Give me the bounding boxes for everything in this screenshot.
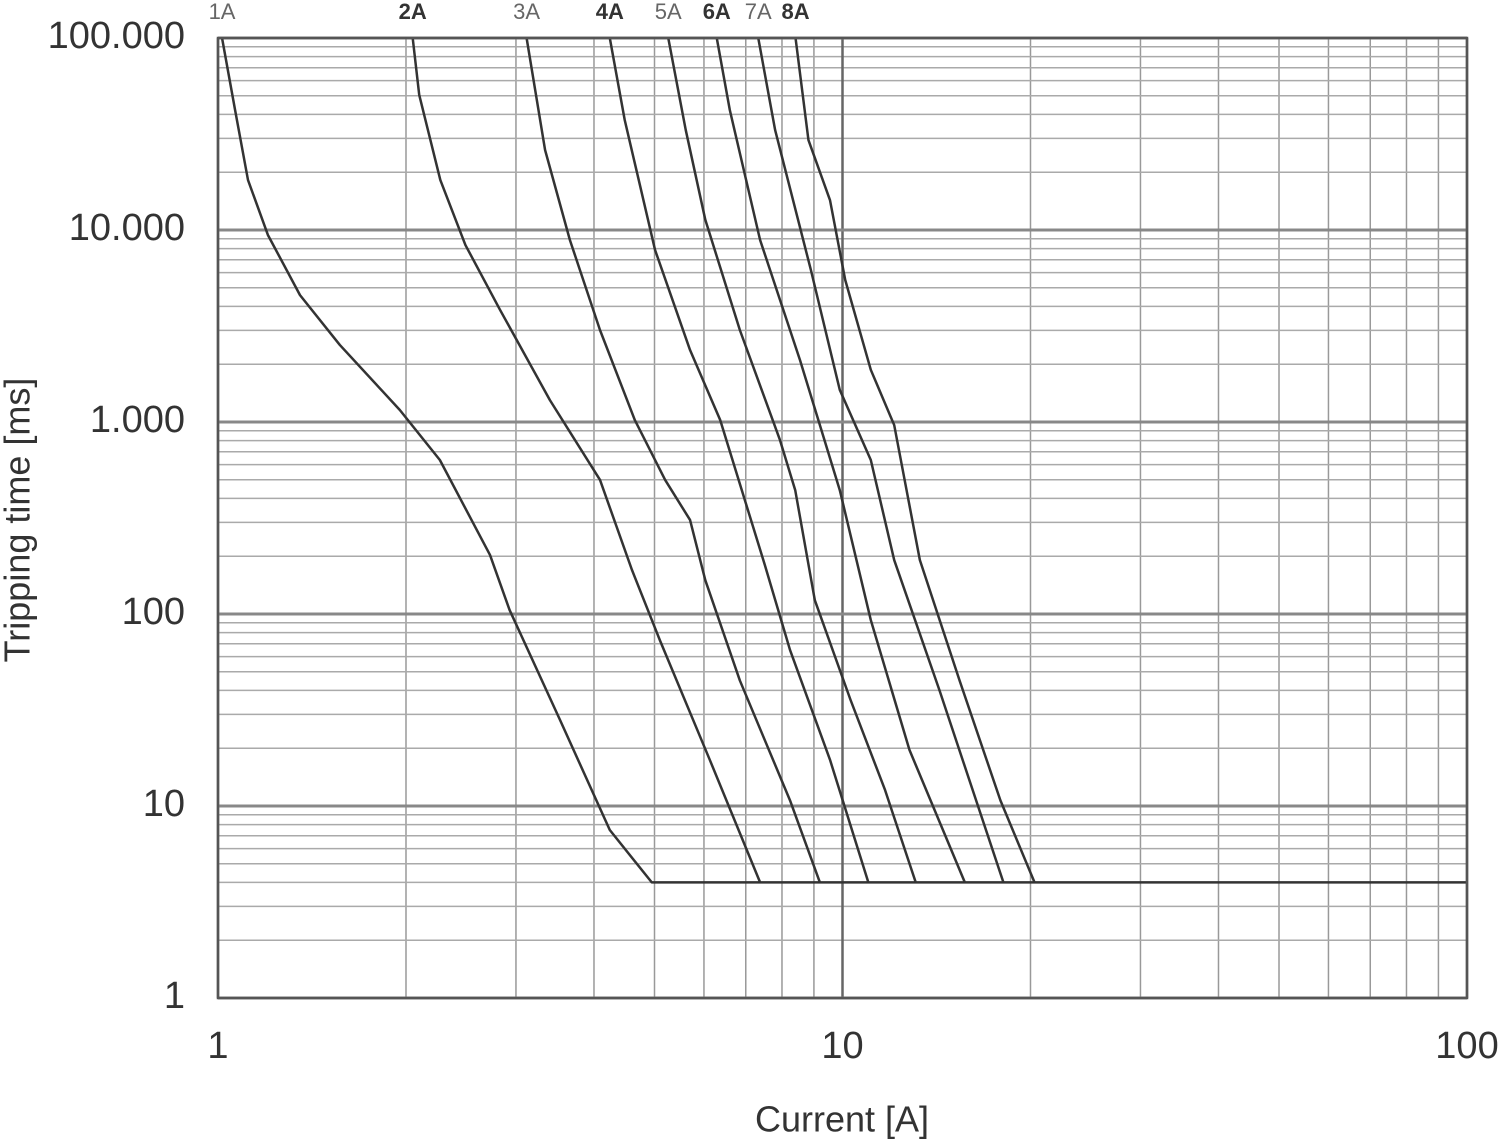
x-tick-label: 100 (1435, 1025, 1498, 1067)
trip-curve (220, 37, 1467, 884)
trip-curve (757, 37, 1005, 883)
series-label: 3A (513, 0, 540, 24)
y-axis-title: Tripping time [ms] (0, 378, 38, 663)
x-tick-label: 1 (207, 1025, 228, 1067)
x-tick-label: 10 (821, 1025, 863, 1067)
trip-curve (608, 37, 870, 883)
plot-frame (216, 36, 1469, 1000)
series-label: 5A (655, 0, 682, 24)
grid (216, 36, 1469, 1000)
trip-curve (411, 37, 762, 883)
lines (220, 37, 1467, 884)
trip-curve (715, 37, 966, 883)
series-label: 6A (703, 0, 731, 24)
series-label: 8A (781, 0, 809, 24)
trip-curve (667, 37, 917, 883)
trip-curve (794, 37, 1036, 883)
series-label: 7A (745, 0, 772, 24)
y-tick-label: 10.000 (69, 207, 185, 249)
y-tick-label: 1.000 (90, 399, 185, 441)
y-tick-label: 10 (143, 783, 185, 825)
y-tick-label: 100.000 (48, 15, 185, 57)
y-tick-label: 100 (122, 591, 185, 633)
series-label: 4A (596, 0, 624, 24)
series-label: 2A (399, 0, 427, 24)
series-label: 1A (209, 0, 236, 24)
labels: 1 10 100 1 10 100 1.000 10.000 100.000 1A 2A 3A 4A 5A… (48, 0, 1499, 1067)
trip-curve (525, 37, 822, 883)
y-tick-label: 1 (164, 975, 185, 1017)
x-axis-title: Current [A] (755, 1099, 929, 1140)
